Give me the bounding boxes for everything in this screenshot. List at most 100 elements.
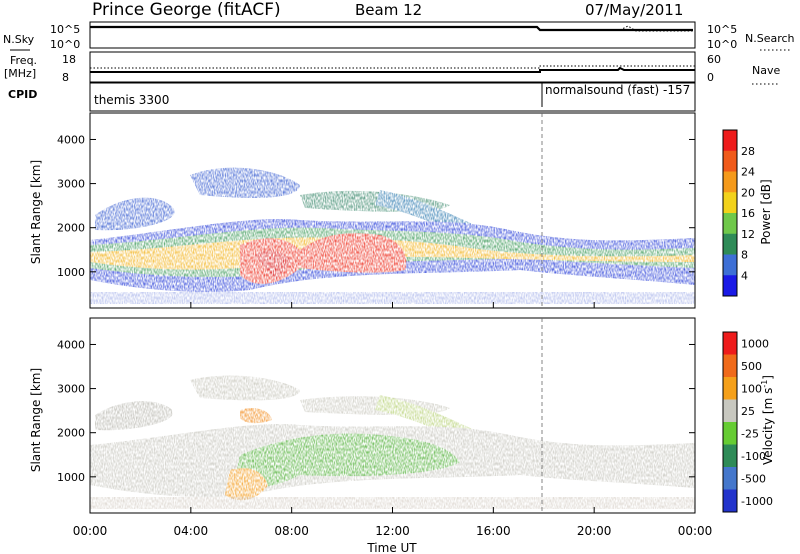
velocity-colorbar-segment-7 (723, 489, 737, 513)
velocity-unit-exponent: -1 (760, 380, 769, 388)
velocity-yticks: 1000 2000 3000 4000 (57, 338, 695, 484)
noise-left-label: N.Sky (3, 33, 35, 46)
velocity-colorbar-tick-2: 100 (741, 382, 762, 395)
power-colorbar-frame (722, 129, 738, 297)
noise-panel: N.Sky 10^5 10^0 N.Search 10^5 10^0 (3, 21, 795, 51)
cpid-label: CPID (8, 88, 37, 101)
beam-title: Beam 12 (355, 1, 422, 19)
velocity-colorbar-segment-4 (723, 422, 737, 445)
power-colorbar-tick-5: 24 (741, 166, 755, 179)
power-colorbar-segment-1 (723, 150, 737, 172)
cpid-panel: CPID themis 3300 normalsound (fast) -157 (8, 82, 696, 112)
date-title: 07/May/2011 (585, 1, 683, 19)
velocity-ytick-label-1: 2000 (57, 427, 85, 440)
noise-panel-frame (89, 21, 696, 49)
power-ytick-label-1: 2000 (57, 222, 85, 235)
velocity-colorbar-segment-1 (723, 354, 737, 378)
time-tick-label-4: 16:00 (476, 524, 511, 538)
noise-search-trace (619, 25, 695, 32)
cpid-panel-frame (89, 82, 696, 112)
freq-left-unit: [MHz] (4, 67, 36, 80)
power-colorbar-segment-5 (723, 233, 737, 255)
noise-right-tick-top: 10^5 (707, 23, 737, 36)
velocity-colorbar-label: Velocity [m s-1] (760, 375, 775, 465)
velocity-green-echo (235, 433, 460, 487)
time-tick-label-3: 12:00 (375, 524, 410, 538)
station-title: Prince George (fitACF) (92, 0, 281, 20)
velocity-orange-echo (225, 468, 268, 501)
velocity-colorbar-segment-3 (723, 399, 737, 423)
velocity-unit-base: Velocity [m s (761, 388, 775, 465)
power-near-range-clutter (90, 292, 695, 304)
time-tick-label-6: 00:00 (678, 524, 713, 538)
velocity-ytick-label-0: 1000 (57, 471, 85, 484)
velocity-panel: Slant Range [km] 1000 2000 3000 4000 (29, 317, 696, 514)
nave-trace (90, 65, 695, 69)
power-colorbar-tick-1: 8 (741, 249, 748, 262)
power-colorbar-segment-6 (723, 254, 737, 276)
freq-left-tick-bottom: 8 (62, 71, 69, 84)
time-tick-label-2: 08:00 (274, 524, 309, 538)
velocity-colorbar-segment-6 (723, 467, 737, 490)
freq-right-label: Nave (752, 64, 780, 77)
cpid-program-normalsound: normalsound (fast) -157 (545, 83, 690, 97)
power-colorbar: 4 8 12 16 20 24 28 (722, 129, 755, 297)
power-mid-scatter (190, 167, 300, 198)
velocity-colorbar-tick-7: -1000 (741, 495, 773, 508)
noise-left-tick-top: 10^5 (50, 23, 80, 36)
power-colorbar-segment-4 (723, 213, 737, 235)
power-colorbar-label: Power [dB] (759, 179, 773, 244)
power-colorbar-tick-0: 4 (741, 269, 748, 282)
freq-panel: Freq. [MHz] 18 8 Nave 60 0 (4, 51, 780, 85)
power-ylabel: Slant Range [km] (29, 160, 43, 264)
power-colorbar-segment-2 (723, 171, 737, 193)
velocity-ytick-label-2: 3000 (57, 383, 85, 396)
power-colorbar-tick-6: 28 (741, 145, 755, 158)
power-colorbar-segment-7 (723, 275, 737, 297)
noise-right-tick-bottom: 10^0 (707, 38, 737, 51)
velocity-ylabel: Slant Range [km] (29, 368, 43, 472)
freq-left-tick-top: 18 (62, 53, 76, 66)
power-ytick-label-3: 4000 (57, 133, 85, 146)
freq-right-tick-top: 60 (707, 53, 721, 66)
velocity-mid-scatter (190, 375, 300, 401)
noise-right-label: N.Search (745, 32, 795, 45)
cpid-program-themis: themis 3300 (94, 93, 169, 107)
velocity-colorbar-tick-6: -500 (741, 472, 766, 485)
time-tick-label-1: 04:00 (174, 524, 209, 538)
velocity-far-scatter (95, 401, 173, 431)
power-colorbar-segment-3 (723, 192, 737, 214)
power-panel: Slant Range [km] 1000 2000 3000 4000 (29, 112, 696, 309)
time-tick-label-0: 00:00 (73, 524, 108, 538)
time-axis-label: Time UT (366, 541, 417, 554)
noise-left-tick-bottom: 10^0 (50, 38, 80, 51)
power-colorbar-tick-4: 20 (741, 186, 755, 199)
time-axis: 00:00 04:00 08:00 12:00 16:00 20:00 00:00 (73, 302, 713, 538)
velocity-colorbar-tick-4: -25 (741, 427, 759, 440)
velocity-colorbar-frame (722, 331, 738, 513)
velocity-ytick-label-3: 4000 (57, 338, 85, 351)
freq-trace (90, 66, 695, 73)
velocity-colorbar-tick-0: 1000 (741, 337, 769, 350)
power-colorbar-tick-3: 16 (741, 207, 755, 220)
power-strong-echo-core (255, 250, 292, 280)
power-colorbar-segment-0 (723, 130, 737, 152)
velocity-colorbar: 1000 500 100 25 -25 -100 -500 -1000 (722, 331, 773, 513)
power-colorbar-tick-2: 12 (741, 228, 755, 241)
velocity-colorbar-tick-3: 25 (741, 405, 755, 418)
power-ytick-label-0: 1000 (57, 266, 85, 279)
power-yticks: 1000 2000 3000 4000 (57, 133, 695, 279)
power-far-scatter (95, 197, 175, 231)
time-tick-label-5: 20:00 (577, 524, 612, 538)
freq-right-tick-bottom: 0 (707, 71, 714, 84)
freq-panel-frame (89, 51, 696, 83)
velocity-near-range-clutter (90, 497, 695, 509)
velocity-colorbar-segment-2 (723, 377, 737, 400)
freq-left-label: Freq. (10, 54, 37, 67)
velocity-colorbar-segment-0 (723, 332, 737, 355)
noise-sky-trace (90, 25, 693, 32)
velocity-colorbar-tick-5: -100 (741, 450, 766, 463)
velocity-colorbar-tick-1: 500 (741, 360, 762, 373)
velocity-orange-echo-2 (240, 408, 272, 424)
